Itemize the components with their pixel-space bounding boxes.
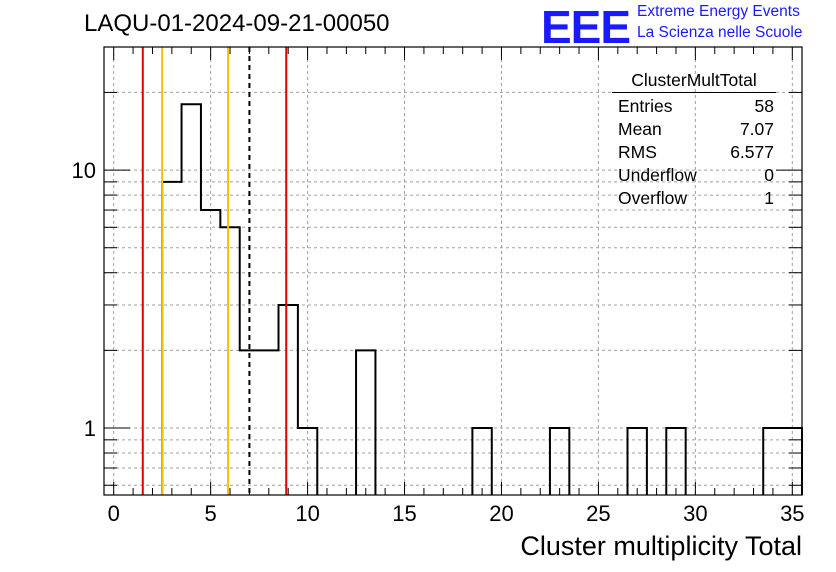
stats-label: Underflow <box>618 165 697 185</box>
stats-title: ClusterMultTotal <box>612 70 776 93</box>
histogram-bin <box>279 305 298 495</box>
stats-label: Overflow <box>618 188 688 208</box>
x-tick-label: 30 <box>683 501 707 526</box>
histogram-bin <box>162 182 181 495</box>
x-tick-label: 10 <box>295 501 319 526</box>
logo-line-2: La Scienza nelle Scuole <box>637 24 803 41</box>
y-tick-label: 1 <box>84 416 96 441</box>
histogram-bin <box>182 104 201 495</box>
plot-frame <box>103 46 803 496</box>
stats-box: ClusterMultTotal Entries 58 Mean 7.07 RMS 6.5… <box>612 70 776 210</box>
x-tick-label: 15 <box>392 501 416 526</box>
x-tick-label: 35 <box>780 501 804 526</box>
stats-label: Entries <box>618 96 673 116</box>
stats-row-underflow: Underflow 0 <box>612 164 776 187</box>
stats-row-mean: Mean 7.07 <box>612 118 776 141</box>
stats-value: 0 <box>764 165 774 185</box>
chart-title: LAQU-01-2024-09-21-00050 <box>84 10 390 37</box>
stats-row-entries: Entries 58 <box>612 95 776 118</box>
x-axis-label: Cluster multiplicity Total <box>520 531 802 561</box>
stats-row-rms: RMS 6.577 <box>612 141 776 164</box>
histogram-outline <box>161 103 803 495</box>
eee-logo: EEE <box>541 1 631 53</box>
x-tick-label: 25 <box>586 501 610 526</box>
stats-label: RMS <box>618 142 657 162</box>
histogram-bin <box>356 350 375 495</box>
histogram-bin <box>220 227 239 495</box>
y-tick-label: 10 <box>72 158 96 183</box>
histogram-bin <box>259 350 278 495</box>
stats-value: 6.577 <box>730 142 774 162</box>
stats-value: 7.07 <box>739 119 774 139</box>
histogram-bin <box>628 428 647 495</box>
logo-line-1: Extreme Energy Events <box>637 3 800 20</box>
stats-rows: Entries 58 Mean 7.07 RMS 6.577 Underflow 0 Overf… <box>612 95 776 210</box>
stats-value: 58 <box>754 96 774 116</box>
x-tick-label: 20 <box>489 501 513 526</box>
stats-value: 1 <box>764 188 774 208</box>
stats-row-overflow: Overflow 1 <box>612 187 776 210</box>
stats-label: Mean <box>618 119 662 139</box>
x-tick-label: 0 <box>108 501 120 526</box>
x-tick-label: 5 <box>205 501 217 526</box>
